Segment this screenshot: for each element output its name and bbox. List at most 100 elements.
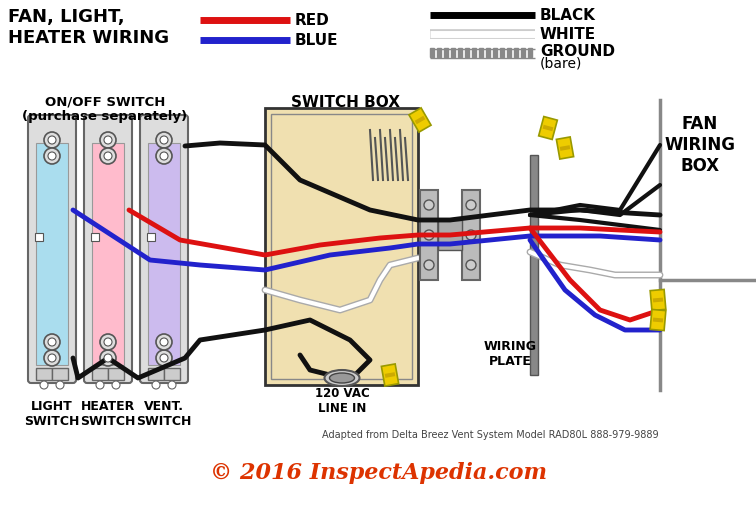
Circle shape [156, 334, 172, 350]
Bar [92, 143, 124, 365]
Bar [472, 48, 476, 57]
Bar [451, 48, 455, 57]
Circle shape [466, 230, 476, 240]
Text: LIGHT
SWITCH: LIGHT SWITCH [24, 400, 79, 428]
Text: FAN, LIGHT,
HEATER WIRING: FAN, LIGHT, HEATER WIRING [8, 8, 169, 47]
Circle shape [424, 200, 434, 210]
Bar [92, 368, 108, 380]
Bar [438, 220, 462, 250]
Polygon shape [409, 108, 431, 132]
Polygon shape [556, 137, 574, 159]
Text: VENT.
SWITCH: VENT. SWITCH [136, 400, 192, 428]
Text: BLACK: BLACK [540, 7, 596, 22]
Polygon shape [559, 145, 570, 151]
Text: WHITE: WHITE [540, 27, 596, 42]
Circle shape [160, 136, 168, 144]
Text: 120 VAC
LINE IN: 120 VAC LINE IN [314, 387, 370, 415]
Bar [52, 368, 68, 380]
Bar [91, 233, 99, 241]
Circle shape [44, 132, 60, 148]
Polygon shape [539, 116, 557, 139]
Circle shape [48, 338, 56, 346]
Text: GROUND: GROUND [540, 44, 615, 59]
Text: BLUE: BLUE [295, 33, 339, 47]
Text: ON/OFF SWITCH
(purchase separately): ON/OFF SWITCH (purchase separately) [23, 95, 187, 123]
Circle shape [104, 338, 112, 346]
Ellipse shape [324, 370, 360, 386]
Bar [479, 48, 483, 57]
Bar [36, 368, 52, 380]
Text: Adapted from Delta Breez Vent System Model RAD80L 888-979-9889: Adapted from Delta Breez Vent System Mod… [322, 430, 658, 440]
Bar [486, 48, 490, 57]
Circle shape [104, 354, 112, 362]
Polygon shape [650, 309, 666, 331]
Circle shape [424, 230, 434, 240]
Circle shape [104, 152, 112, 160]
Bar [36, 143, 68, 365]
Circle shape [160, 338, 168, 346]
Text: SWITCH BOX: SWITCH BOX [290, 95, 399, 110]
Polygon shape [653, 318, 663, 322]
Circle shape [160, 354, 168, 362]
Polygon shape [385, 372, 395, 378]
Bar [521, 48, 525, 57]
Text: FAN
WIRING
BOX: FAN WIRING BOX [665, 115, 736, 175]
Bar [437, 48, 441, 57]
Circle shape [48, 152, 56, 160]
Polygon shape [381, 364, 398, 386]
Circle shape [44, 350, 60, 366]
Bar [147, 233, 155, 241]
Bar [271, 114, 412, 379]
Circle shape [44, 334, 60, 350]
Circle shape [466, 260, 476, 270]
Bar [514, 48, 518, 57]
Polygon shape [653, 297, 663, 303]
Bar [430, 48, 434, 57]
Circle shape [44, 148, 60, 164]
Ellipse shape [330, 373, 355, 383]
Bar [530, 155, 538, 375]
Text: HEATER
SWITCH: HEATER SWITCH [80, 400, 135, 428]
Circle shape [100, 334, 116, 350]
Bar [465, 48, 469, 57]
Bar [500, 48, 504, 57]
Text: © 2016 InspectApedia.com: © 2016 InspectApedia.com [209, 462, 547, 484]
Bar [108, 368, 124, 380]
Bar [507, 48, 511, 57]
Text: RED: RED [295, 12, 330, 28]
Bar [420, 190, 438, 280]
Circle shape [112, 381, 120, 389]
FancyBboxPatch shape [140, 115, 188, 383]
Bar [493, 48, 497, 57]
Bar [462, 190, 480, 280]
Circle shape [168, 381, 176, 389]
Polygon shape [415, 116, 426, 124]
Circle shape [466, 200, 476, 210]
Bar [164, 368, 180, 380]
Polygon shape [650, 290, 666, 310]
Circle shape [96, 381, 104, 389]
Bar [148, 368, 164, 380]
Circle shape [100, 148, 116, 164]
Circle shape [56, 381, 64, 389]
Bar [528, 48, 532, 57]
Circle shape [48, 136, 56, 144]
Circle shape [100, 132, 116, 148]
Bar [35, 233, 43, 241]
Circle shape [156, 132, 172, 148]
Circle shape [152, 381, 160, 389]
FancyBboxPatch shape [84, 115, 132, 383]
Polygon shape [543, 125, 553, 131]
Circle shape [156, 350, 172, 366]
Bar [265, 108, 418, 385]
Bar [458, 48, 462, 57]
Circle shape [48, 354, 56, 362]
Circle shape [424, 260, 434, 270]
Text: WIRING
PLATE: WIRING PLATE [484, 340, 537, 368]
Bar [148, 143, 180, 365]
Circle shape [40, 381, 48, 389]
Circle shape [104, 136, 112, 144]
FancyBboxPatch shape [28, 115, 76, 383]
Circle shape [160, 152, 168, 160]
Bar [444, 48, 448, 57]
